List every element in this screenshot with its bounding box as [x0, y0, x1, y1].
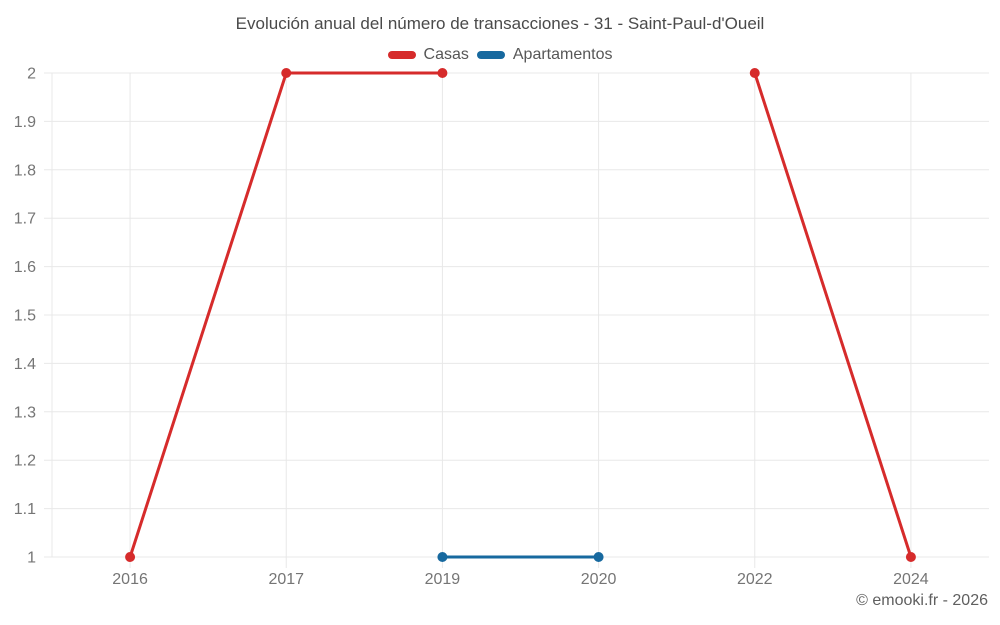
data-point-casas-2024[interactable]	[905, 552, 916, 562]
series-line-casas	[753, 71, 913, 559]
data-point-apartamentos-2020[interactable]	[593, 552, 604, 562]
y-axis-tick-label: 1.1	[14, 501, 36, 518]
y-axis-tick-label: 1	[27, 550, 36, 567]
data-point-casas-2022[interactable]	[749, 68, 760, 78]
watermark: © emooki.fr - 2026	[856, 592, 988, 609]
legend-label-apartamentos: Apartamentos	[512, 46, 613, 63]
legend: Casas Apartamentos	[0, 45, 1000, 64]
data-point-apartamentos-2019[interactable]	[437, 552, 448, 562]
y-axis-tick-label: 1.5	[14, 308, 36, 325]
data-point-casas-2019[interactable]	[437, 68, 448, 78]
y-axis-tick-label: 1.3	[14, 404, 36, 421]
chart-title: Evolución anual del número de transaccio…	[235, 14, 765, 33]
x-axis-tick-label: 2022	[737, 571, 773, 588]
legend-swatch-apartamentos	[476, 50, 505, 59]
y-axis-tick-label: 2	[27, 66, 36, 83]
data-point-casas-2017[interactable]	[281, 68, 292, 78]
legend-swatch-casas	[387, 50, 416, 59]
legend-item-apartamentos[interactable]: Apartamentos	[476, 45, 613, 64]
legend-item-casas[interactable]: Casas	[387, 45, 469, 64]
data-point-casas-2016[interactable]	[125, 552, 136, 562]
x-axis-tick-label: 2016	[112, 571, 148, 588]
y-axis-tick-label: 1.4	[14, 356, 36, 373]
y-axis-tick-label: 1.9	[14, 114, 36, 131]
x-axis-tick-label: 2024	[893, 571, 929, 588]
legend-label-casas: Casas	[423, 46, 469, 63]
y-axis-tick-label: 1.8	[14, 162, 36, 179]
x-axis-tick-label: 2017	[268, 571, 304, 588]
x-axis-tick-label: 2020	[581, 571, 617, 588]
y-axis-tick-label: 1.6	[14, 259, 36, 276]
y-axis-tick-label: 1.7	[14, 211, 36, 228]
x-axis-tick-label: 2019	[425, 571, 461, 588]
y-axis-tick-label: 1.2	[14, 453, 36, 470]
